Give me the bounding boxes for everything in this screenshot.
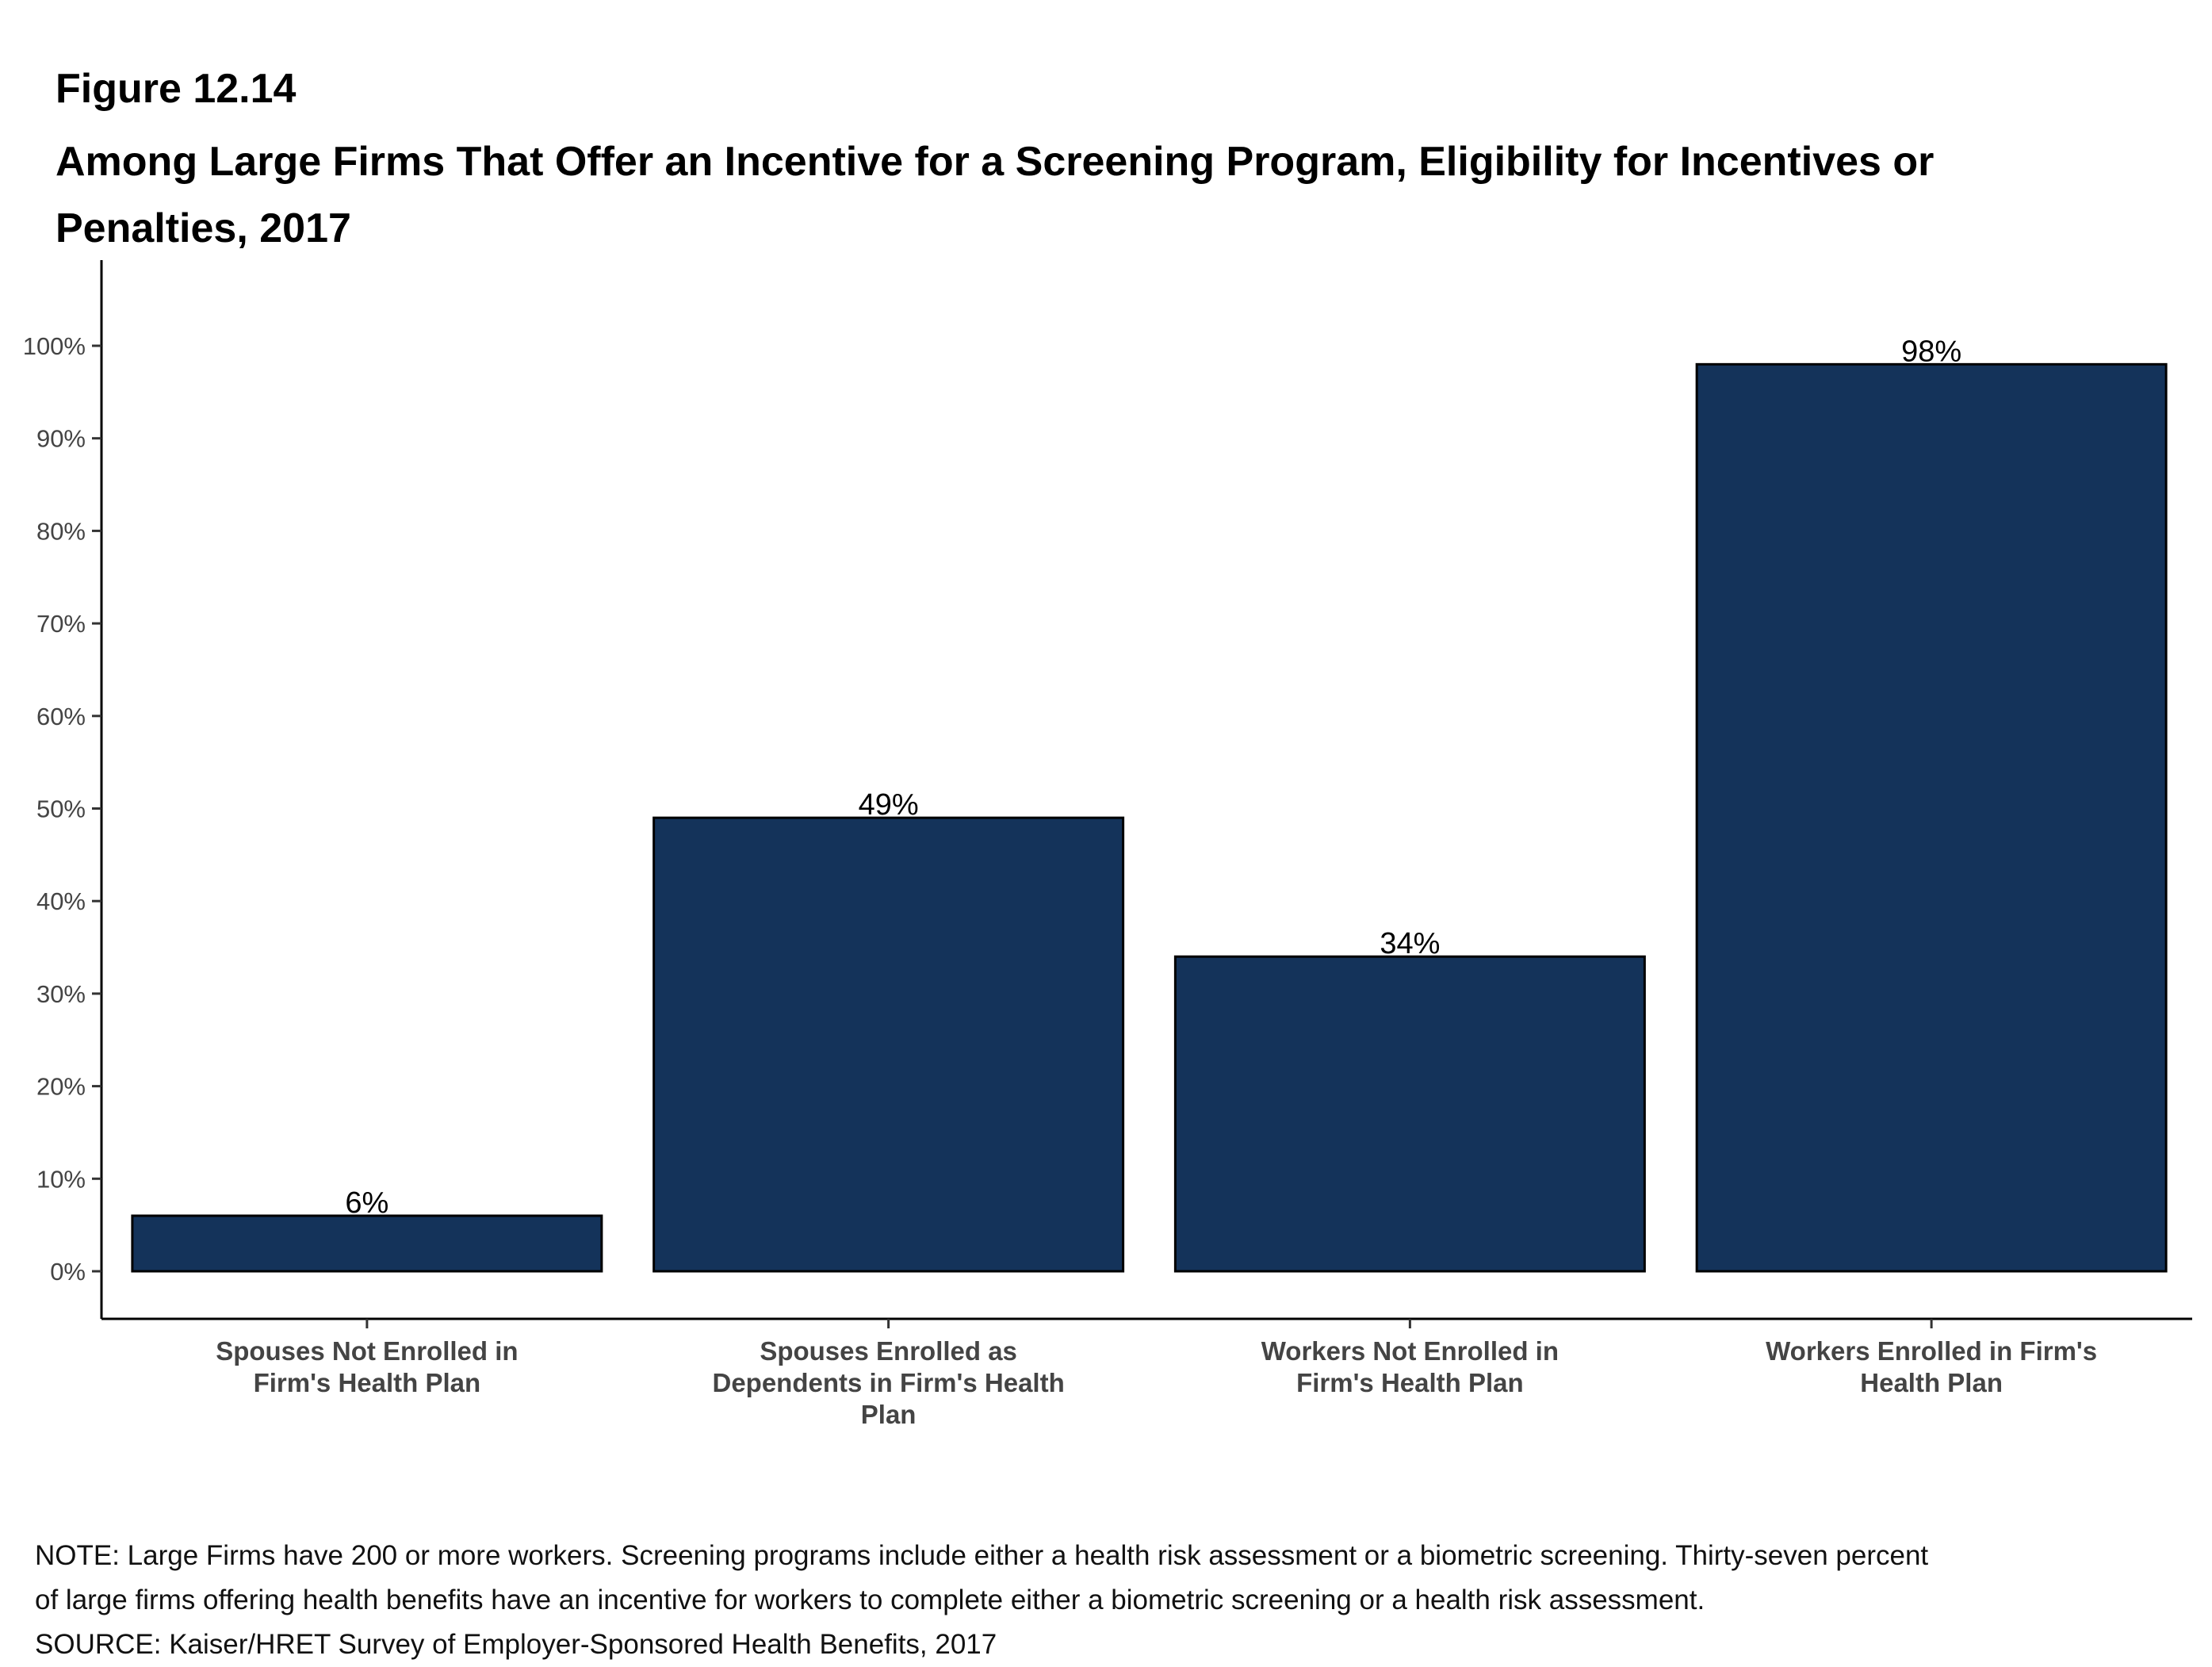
figure-label: Figure 12.14 [55, 66, 297, 112]
y-tick-label: 40% [36, 887, 86, 915]
x-category-label: Firm's Health Plan [1296, 1368, 1524, 1397]
y-tick-label: 80% [36, 517, 86, 545]
y-tick-label: 10% [36, 1165, 86, 1193]
y-tick-label: 0% [50, 1258, 86, 1286]
y-tick-label: 100% [23, 332, 86, 360]
note-line: of large firms offering health benefits … [35, 1585, 1705, 1615]
y-tick-label: 50% [36, 795, 86, 823]
bar [1173, 955, 1646, 1273]
x-category-label: Workers Enrolled in Firm's [1766, 1336, 2097, 1366]
bar-value-label: 49% [859, 788, 919, 822]
x-category-label: Health Plan [1860, 1368, 2003, 1397]
x-category-label: Plan [861, 1400, 917, 1429]
bar-value-label: 34% [1380, 927, 1440, 960]
y-tick-label: 30% [36, 980, 86, 1008]
chart-title: Among Large Firms That Offer an Incentiv… [55, 139, 1935, 251]
bars [131, 362, 2168, 1273]
bar-value-labels: 6% 49% 34% 98% [345, 335, 1961, 1220]
x-category-label: Dependents in Firm's Health [712, 1368, 1064, 1397]
y-tick-label: 60% [36, 703, 86, 730]
x-axis [101, 1317, 2192, 1328]
y-axis: 0% 10% 20% 30% 40% 50% 60% 70% 80% 90% 100% [23, 260, 103, 1319]
x-category-label: Firm's Health Plan [254, 1368, 481, 1397]
y-tick-label: 90% [36, 425, 86, 453]
bar-value-label: 98% [1901, 335, 1961, 368]
x-category-label: Workers Not Enrolled in [1261, 1336, 1559, 1366]
x-category-label: Spouses Not Enrolled in [216, 1336, 518, 1366]
source-line: SOURCE: Kaiser/HRET Survey of Employer-S… [35, 1629, 997, 1660]
bar [131, 1214, 603, 1273]
y-tick-label: 20% [36, 1073, 86, 1101]
bar-chart: 0% 10% 20% 30% 40% 50% 60% 70% 80% 90% 100% 6% 49% 3… [23, 260, 2192, 1429]
bar [1695, 362, 2168, 1273]
x-category-label: Spouses Enrolled as [760, 1336, 1017, 1366]
bar [653, 816, 1125, 1273]
note-line: NOTE: Large Firms have 200 or more worke… [35, 1540, 1929, 1571]
note-source: NOTE: Large Firms have 200 or more worke… [35, 1534, 1928, 1667]
y-tick-label: 70% [36, 610, 86, 638]
bar-value-label: 6% [345, 1186, 388, 1220]
